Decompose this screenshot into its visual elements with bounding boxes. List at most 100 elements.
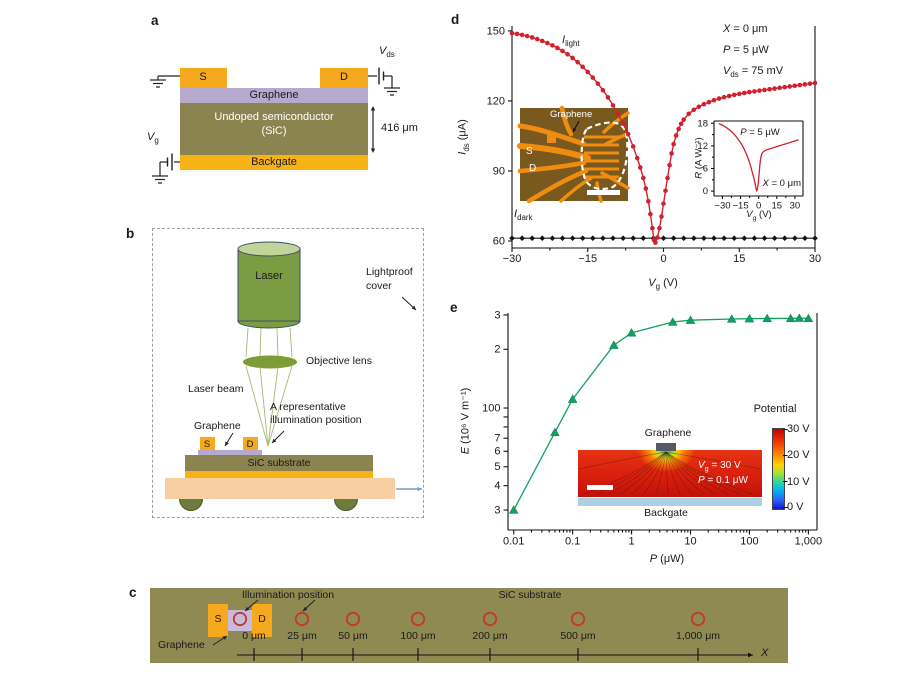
d-photo-drain-label: D <box>529 163 537 174</box>
c-graphene-label: Graphene <box>158 639 205 651</box>
b-cover-label-2: cover <box>366 280 392 292</box>
tick-label: 18 <box>697 118 708 129</box>
b-beam-label: Laser beam <box>188 383 244 395</box>
d-inset-xlabel: Vg (V) <box>746 209 772 222</box>
tick-label: 100 <box>740 536 758 548</box>
d-photo-graphene-label: Graphene <box>550 109 593 120</box>
d-ylabel: Ids (μA) <box>456 119 471 155</box>
d-inset-ylabel: R (A W⁻¹) <box>693 137 705 179</box>
b-cover-label-1: Lightproof <box>366 266 413 278</box>
c-drain-electrode <box>252 604 272 637</box>
c-substrate-label: SiC substrate <box>498 589 562 601</box>
d-inset-position-label: X = 0 μm <box>762 178 801 189</box>
lightproof-cover-box <box>152 228 424 518</box>
a-drain-label: D <box>340 71 348 83</box>
b-stage <box>165 478 395 499</box>
c-position-50: 50 μm <box>338 630 368 642</box>
tick-label: 1 <box>629 536 635 548</box>
tick-label: 90 <box>493 165 505 177</box>
a-vg-label: Vg <box>147 131 159 146</box>
e-colorbar-tick-30: 30 V <box>787 423 810 435</box>
tick-label: 30 <box>809 253 821 265</box>
e-colorbar-title: Potential <box>753 403 797 415</box>
e-colorbar-tick-0: 0 V <box>787 501 804 513</box>
a-source-label: S <box>199 71 207 83</box>
d-idark-label: Idark <box>514 208 533 223</box>
tick-label: 30 <box>790 200 801 211</box>
potential-colorbar <box>772 428 785 510</box>
tick-label: 120 <box>487 95 505 107</box>
tick-label: 15 <box>772 200 783 211</box>
b-graphene-label: Graphene <box>194 420 241 432</box>
e-ylabel: E (10⁶ V m⁻¹) <box>459 387 472 455</box>
c-position-1000: 1,000 μm <box>676 630 720 642</box>
tick-label: 6 <box>494 446 500 458</box>
d-xlabel: Vg (V) <box>648 277 678 292</box>
panel-label-d: d <box>451 12 460 27</box>
tick-label: −30 <box>714 200 730 211</box>
a-vds-label: Vds <box>379 45 395 60</box>
panel-label-c: c <box>129 585 137 600</box>
panel-label-e: e <box>450 300 458 315</box>
d-annotation-vds: Vds = 75 mV <box>723 65 784 80</box>
d-ilight-label: Ilight <box>562 34 580 49</box>
tick-label: −30 <box>503 253 522 265</box>
b-illum-label-1: A representative <box>270 401 346 413</box>
a-graphene-label: Graphene <box>249 89 299 101</box>
e-colorbar-tick-20: 20 V <box>787 449 810 461</box>
e-graphene-bar <box>656 443 676 451</box>
tick-label: 7 <box>494 433 500 445</box>
c-graphene-patch <box>228 610 252 631</box>
c-source-electrode <box>208 604 228 637</box>
a-source-electrode <box>180 68 227 88</box>
a-drain-electrode <box>320 68 368 88</box>
tick-label: 60 <box>493 235 505 247</box>
tick-label: 3 <box>494 309 500 321</box>
d-photo-source-label: S <box>526 146 533 157</box>
a-backgate-label: Backgate <box>251 156 297 168</box>
b-source-electrode <box>200 437 215 450</box>
tick-label: 0 <box>660 253 666 265</box>
d-annotation-x: X = 0 μm <box>723 23 768 35</box>
b-backgate-strip <box>185 471 373 478</box>
panel-label-b: b <box>126 226 135 241</box>
tick-label: 2 <box>494 344 500 356</box>
d-photo-scalebar <box>587 190 620 195</box>
b-source-label: S <box>203 439 211 450</box>
c-drain-label: D <box>258 613 266 625</box>
a-semiconductor-label-1: Undoped semiconductor <box>214 111 334 123</box>
c-position-25: 25 μm <box>287 630 317 642</box>
d-annotation-p: P = 5 μW <box>723 44 769 56</box>
a-backgate-layer <box>180 155 368 170</box>
c-position-0: 0 μm <box>242 630 266 642</box>
tick-label: 100 <box>482 402 500 414</box>
c-illumination-label: Illumination position <box>241 589 335 601</box>
tick-label: 0.01 <box>503 536 524 548</box>
e-inset-backgate-label: Backgate <box>644 507 688 519</box>
e-backgate-bar <box>578 498 762 506</box>
e-inset-scalebar <box>587 485 613 490</box>
tick-label: 3 <box>494 504 500 516</box>
tick-label: 10 <box>684 536 696 548</box>
tick-label: 5 <box>494 461 500 473</box>
b-substrate-label: SiC substrate <box>247 457 311 469</box>
e-colorbar-tick-10: 10 V <box>787 476 810 488</box>
c-position-500: 500 μm <box>560 630 596 642</box>
b-illum-label-2: illumination position <box>270 414 362 426</box>
c-source-label: S <box>214 613 222 625</box>
tick-label: −15 <box>578 253 597 265</box>
tick-label: 4 <box>494 480 500 492</box>
tick-label: 0 <box>703 186 708 197</box>
d-device-photo <box>520 108 628 201</box>
a-semiconductor-label-2: (SiC) <box>261 125 287 137</box>
e-xlabel: P (μW) <box>649 553 685 565</box>
tick-label: 150 <box>487 25 505 37</box>
a-graphene-layer <box>180 88 368 103</box>
tick-label: 1,000 <box>795 536 823 548</box>
b-sic-substrate <box>185 455 373 471</box>
b-drain-label: D <box>246 439 254 450</box>
c-x-axis-label: X <box>761 647 769 659</box>
a-thickness-label: 416 μm <box>381 122 418 134</box>
b-laser-label: Laser <box>255 270 283 282</box>
